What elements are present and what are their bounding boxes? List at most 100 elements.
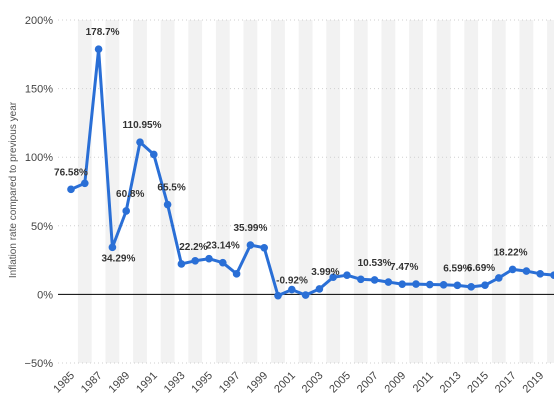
x-tick-label: 1995 bbox=[189, 370, 215, 396]
x-axis-tick-labels: 1985 1987 1989 1991 1993 1995 1997 1999 2001 2003… bbox=[51, 370, 546, 396]
data-point-1997 bbox=[232, 270, 241, 278]
band-2014 bbox=[464, 20, 479, 363]
x-tick-label: 2001 bbox=[272, 370, 298, 396]
data-point-2004 bbox=[329, 273, 338, 282]
data-point-2017 bbox=[508, 265, 517, 274]
band-2004 bbox=[326, 20, 341, 363]
x-tick-label: 2015 bbox=[465, 370, 491, 396]
data-label-1993: 22.2% bbox=[179, 242, 207, 253]
data-label-2015: 6.69% bbox=[467, 263, 495, 274]
data-point-1998 bbox=[246, 241, 255, 249]
data-point-1986 bbox=[81, 179, 89, 188]
x-tick-label: 1985 bbox=[51, 370, 77, 396]
data-label-1998: 35.99% bbox=[233, 223, 267, 234]
band-2006 bbox=[353, 20, 368, 363]
data-labels: 76.58% 178.7% 34.29% 60.8% 110.95% 65.5% 22.2%… bbox=[54, 27, 528, 286]
y-tick-label: −50% bbox=[25, 358, 54, 370]
y-tick-label: 0% bbox=[37, 289, 53, 301]
data-label-1996: 23.14% bbox=[206, 241, 240, 252]
x-tick-label: 2019 bbox=[521, 370, 547, 396]
data-label-1992: 65.5% bbox=[157, 183, 185, 194]
band-1996 bbox=[215, 20, 230, 363]
data-label-1985: 76.58% bbox=[54, 167, 88, 178]
x-tick-label: 2003 bbox=[300, 370, 326, 396]
y-tick-label: 150% bbox=[25, 84, 53, 96]
data-point-2000 bbox=[274, 291, 282, 300]
data-point-2012 bbox=[439, 280, 448, 289]
band-2010 bbox=[409, 20, 423, 363]
data-point-1993 bbox=[177, 260, 186, 268]
data-label-2007: 10.53% bbox=[358, 258, 392, 269]
data-point-1994 bbox=[191, 256, 199, 265]
data-point-1995 bbox=[205, 254, 213, 263]
x-tick-label: 2007 bbox=[355, 370, 381, 396]
data-point-1989 bbox=[122, 207, 130, 215]
data-point-2007 bbox=[370, 276, 379, 284]
data-point-2010 bbox=[412, 280, 420, 288]
band-2018 bbox=[519, 20, 534, 363]
band-1988 bbox=[105, 20, 120, 363]
data-point-1987 bbox=[94, 45, 103, 54]
x-tick-label: 1997 bbox=[217, 370, 243, 396]
data-point-1992 bbox=[163, 200, 172, 209]
x-tick-label: 1991 bbox=[134, 370, 160, 396]
x-tick-label: 2013 bbox=[438, 370, 464, 396]
data-point-1988 bbox=[108, 243, 117, 252]
data-point-2008 bbox=[384, 278, 393, 286]
y-tick-label: 200% bbox=[25, 15, 53, 27]
data-point-2014 bbox=[467, 283, 476, 291]
data-point-2016 bbox=[495, 274, 503, 282]
band-2000 bbox=[271, 20, 285, 363]
data-label-2009: 7.47% bbox=[390, 262, 418, 273]
data-label-1990: 110.95% bbox=[123, 120, 162, 131]
data-label-2000: -0.92% bbox=[276, 276, 308, 287]
x-tick-label: 1993 bbox=[162, 370, 188, 396]
data-point-1990 bbox=[136, 138, 144, 146]
data-point-2002 bbox=[301, 291, 310, 299]
data-point-2005 bbox=[343, 271, 351, 279]
data-label-1988: 34.29% bbox=[101, 253, 135, 264]
y-axis-tick-labels: −50% 0% 50% 100% 150% 200% bbox=[25, 15, 54, 370]
x-tick-label: 2009 bbox=[383, 370, 409, 396]
data-point-2001 bbox=[288, 285, 296, 294]
data-point-2009 bbox=[398, 280, 407, 288]
band-2012 bbox=[436, 20, 451, 363]
band-2016 bbox=[491, 20, 506, 363]
y-tick-label: 100% bbox=[25, 152, 53, 164]
x-tick-label: 1989 bbox=[107, 370, 133, 396]
x-tick-label: 1987 bbox=[79, 370, 105, 396]
data-point-1991 bbox=[150, 150, 158, 159]
data-point-2018 bbox=[522, 267, 531, 275]
data-label-2013: 6.59% bbox=[443, 263, 471, 274]
data-point-1996 bbox=[219, 258, 227, 267]
x-tick-label: 2005 bbox=[327, 370, 353, 396]
y-axis-title: Inflation rate compared to previous year bbox=[8, 101, 19, 278]
band-2020 bbox=[547, 20, 554, 363]
data-point-2013 bbox=[453, 281, 462, 290]
data-point-2011 bbox=[426, 280, 434, 289]
band-2002 bbox=[298, 20, 313, 363]
band-1998 bbox=[243, 20, 258, 363]
band-1992 bbox=[160, 20, 175, 363]
data-point-2015 bbox=[481, 281, 489, 290]
data-label-1987: 178.7% bbox=[86, 27, 120, 38]
horizontal-gridlines bbox=[58, 19, 554, 364]
data-point-2003 bbox=[315, 285, 324, 293]
y-tick-label: 50% bbox=[31, 221, 53, 233]
x-tick-label: 2011 bbox=[411, 370, 436, 395]
data-point-1985 bbox=[67, 185, 75, 194]
data-point-1999 bbox=[260, 243, 269, 252]
data-label-2017: 18.22% bbox=[494, 247, 528, 258]
x-tick-label: 2017 bbox=[493, 370, 519, 396]
band-1990 bbox=[133, 20, 147, 363]
band-1994 bbox=[188, 20, 203, 363]
data-point-2006 bbox=[357, 275, 365, 284]
data-label-1989: 60.8% bbox=[116, 189, 144, 200]
data-point-2019 bbox=[536, 270, 544, 278]
data-point-2020 bbox=[550, 271, 554, 279]
data-points bbox=[67, 45, 554, 300]
band-2008 bbox=[381, 20, 396, 363]
background-bands bbox=[77, 20, 554, 363]
data-label-2003: 3.99% bbox=[311, 267, 339, 278]
